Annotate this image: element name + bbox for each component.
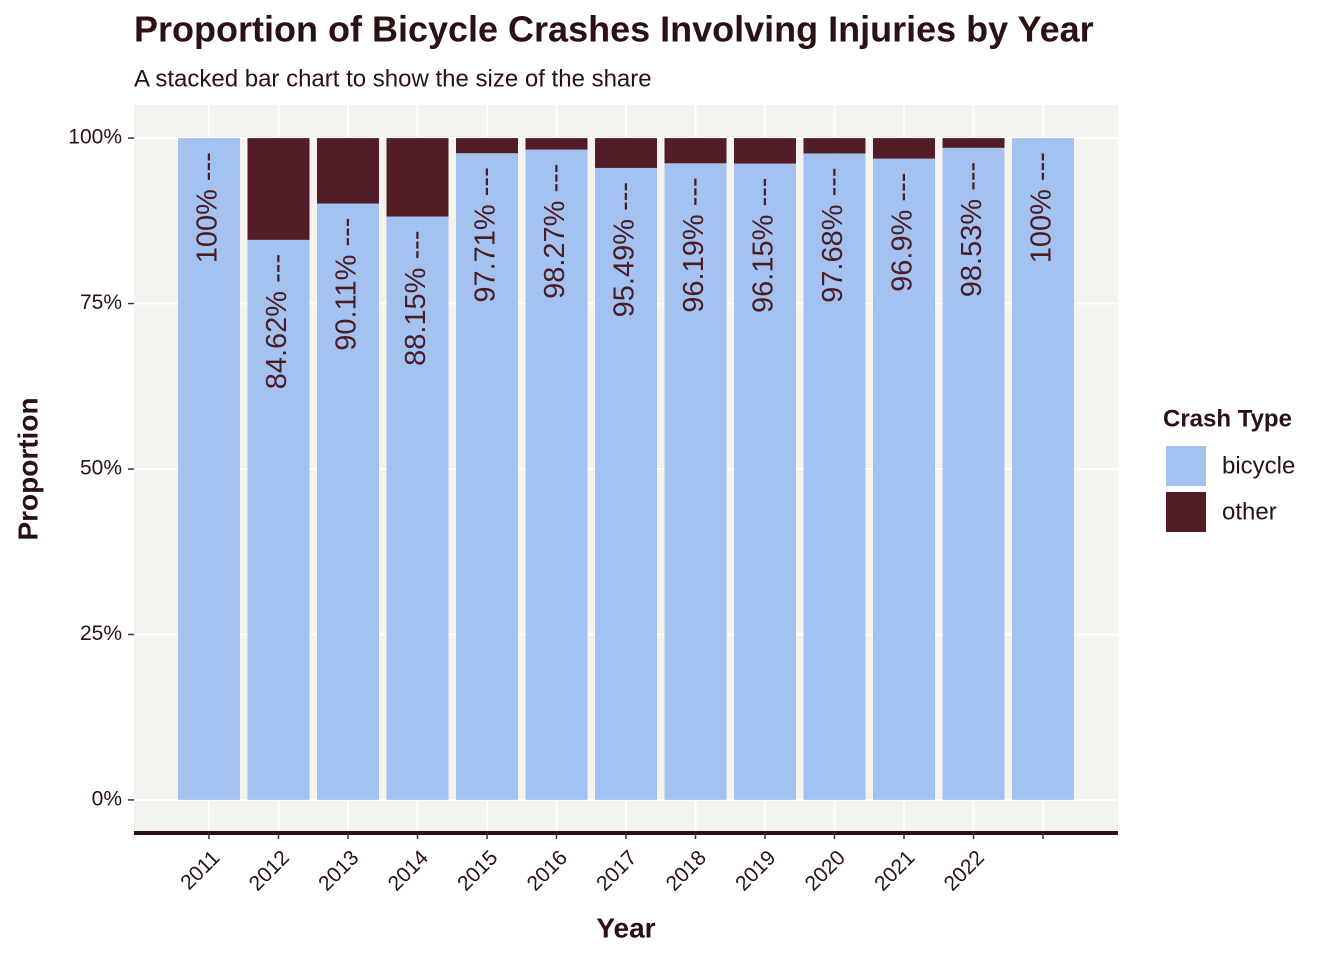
bar-segment xyxy=(178,138,240,800)
chart-title: Proportion of Bicycle Crashes Involving … xyxy=(134,9,1094,50)
y-tick-label: 25% xyxy=(80,622,122,645)
legend-label: bicycle xyxy=(1222,452,1295,479)
value-label: 98.27% --- xyxy=(539,164,571,299)
y-axis-title: Proportion xyxy=(12,397,43,540)
bar-segment xyxy=(734,138,796,164)
legend-key xyxy=(1164,444,1208,488)
x-axis-title: Year xyxy=(596,912,655,943)
y-tick-label: 0% xyxy=(92,787,122,810)
bar-segment xyxy=(386,138,449,217)
value-label: 98.53% --- xyxy=(956,162,988,297)
value-label: 96.15% --- xyxy=(748,178,780,313)
value-label: 95.49% --- xyxy=(609,182,641,317)
x-tick-label: 2015 xyxy=(453,846,502,895)
y-tick-label: 75% xyxy=(80,291,122,314)
bar-segment xyxy=(247,239,310,800)
x-tick-label: 2020 xyxy=(801,846,850,895)
bar-segment xyxy=(317,138,379,204)
x-tick-label: 2017 xyxy=(592,846,641,895)
bar-segment xyxy=(803,153,866,800)
value-label: 90.11% --- xyxy=(331,218,363,351)
bar-segment xyxy=(525,138,588,150)
x-tick-label: 2013 xyxy=(314,846,363,895)
bar-segment xyxy=(595,138,657,168)
bar-segment xyxy=(664,138,727,164)
bar-segment xyxy=(456,138,518,154)
value-label: 88.15% --- xyxy=(400,231,432,366)
bar-segment xyxy=(386,216,449,800)
bar-segment xyxy=(317,203,379,800)
bar-segment xyxy=(734,163,796,800)
bar-segment xyxy=(873,138,935,159)
bar-segment xyxy=(247,138,310,240)
value-label: 96.19% --- xyxy=(678,177,710,312)
x-tick-label: 2012 xyxy=(245,846,294,895)
bar-segment xyxy=(456,153,518,800)
x-tick-label: 2018 xyxy=(662,846,711,895)
value-label: 100% --- xyxy=(192,152,224,263)
chart-subtitle: A stacked bar chart to show the size of … xyxy=(134,65,652,92)
value-label: 100% --- xyxy=(1026,152,1058,263)
bar-segment xyxy=(942,147,1005,800)
legend-key xyxy=(1164,490,1208,534)
value-label: 96.9% --- xyxy=(887,173,919,292)
bar-segment xyxy=(1012,138,1074,800)
value-label: 84.62% --- xyxy=(261,254,293,389)
x-tick-label: 2016 xyxy=(523,846,572,895)
bar-segment xyxy=(873,158,935,800)
y-tick-label: 50% xyxy=(80,457,122,480)
x-tick-label: 2014 xyxy=(384,846,434,896)
x-tick-label: 2021 xyxy=(870,846,919,895)
value-label: 97.71% --- xyxy=(470,167,502,302)
legend-label: other xyxy=(1222,498,1277,525)
x-tick-label: 2022 xyxy=(940,846,989,895)
bar-segment xyxy=(803,138,866,154)
x-tick-label: 2019 xyxy=(731,846,780,895)
legend-title: Crash Type xyxy=(1163,405,1292,432)
bar-segment xyxy=(525,149,588,800)
bar-segment xyxy=(595,167,657,800)
value-label: 97.68% --- xyxy=(817,167,849,302)
y-tick-label: 100% xyxy=(68,126,122,149)
x-tick-label: 2011 xyxy=(176,846,224,894)
bar-segment xyxy=(664,163,727,800)
bar-segment xyxy=(942,138,1005,148)
